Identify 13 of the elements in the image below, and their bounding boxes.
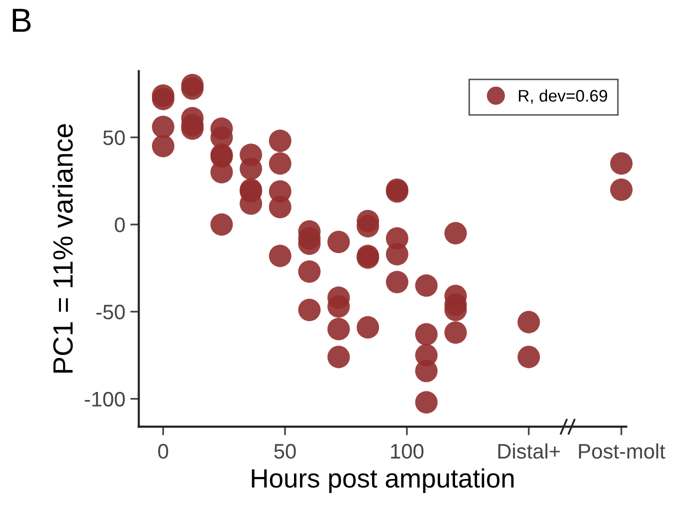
x-tick-label: 0 [158,444,168,459]
y-tick-label: 50 [103,130,125,146]
y-tick-label: -100 [84,392,125,407]
legend-label: R, dev=0.69 [518,89,608,104]
x-tick-label: Post-molt [579,443,666,459]
y-tick-label: -50 [96,304,125,320]
chart-title: B [12,8,31,32]
x-tick-label: Distal+ [498,443,560,459]
x-axis-title: Hours post amputation [252,468,514,493]
x-tick-label: 100 [391,444,424,459]
y-tick-label: 0 [114,218,125,232]
x-tick-label: 50 [274,444,296,459]
y-axis-title: PC1 = 11% variance [52,124,73,373]
